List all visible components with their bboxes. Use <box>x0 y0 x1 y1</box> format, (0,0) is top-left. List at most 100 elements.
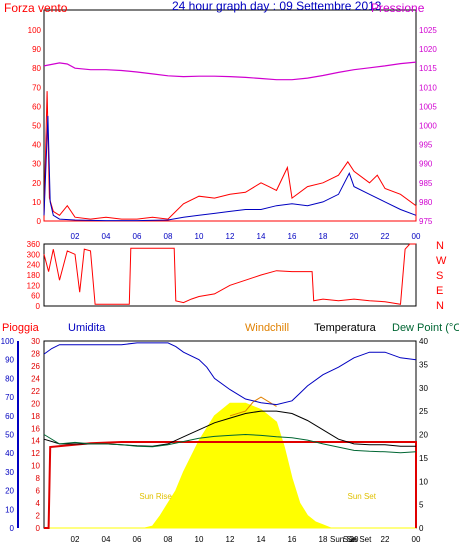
x-tick-label: 16 <box>288 535 297 544</box>
humidity-axis-tick: 30 <box>5 468 14 477</box>
rain-axis-tick: 0 <box>36 524 41 533</box>
pressure-axis-tick: 1000 <box>419 122 437 131</box>
compass-label: S <box>436 270 443 282</box>
dewpoint-series <box>43 433 417 454</box>
direction-axis-tick: 240 <box>27 261 41 270</box>
pressure-axis-tick: 980 <box>419 198 433 207</box>
wind-axis-tick: 30 <box>32 160 41 169</box>
wind-axis-tick: 70 <box>32 83 41 92</box>
sunset-annotation: Sun Set <box>348 492 377 501</box>
temperature-axis-tick: 40 <box>419 337 428 346</box>
wind-axis-tick: 80 <box>32 64 41 73</box>
compass-label: W <box>436 255 447 267</box>
x-tick-label: 02 <box>71 232 80 241</box>
humidity-label: Umidita <box>68 322 106 334</box>
humidity-axis-tick: 50 <box>5 431 14 440</box>
pressure-axis-tick: 990 <box>419 160 433 169</box>
humidity-series <box>43 342 417 406</box>
rain-axis-tick: 2 <box>36 512 41 521</box>
temperature-axis-tick: 10 <box>419 477 428 486</box>
pressure-axis-tick: 1005 <box>419 102 437 111</box>
wind-average-series <box>43 115 417 222</box>
humidity-axis-tick: 100 <box>1 337 15 346</box>
x-tick-label: 06 <box>133 232 142 241</box>
temperature-axis-tick: 30 <box>419 384 428 393</box>
x-tick-label: 06 <box>133 535 142 544</box>
x-tick-label: 14 <box>257 232 266 241</box>
windchill-label: Windchill <box>245 322 289 334</box>
temperature-axis-tick: 0 <box>419 524 424 533</box>
rain-axis-tick: 10 <box>31 462 40 471</box>
wind-axis-tick: 60 <box>32 102 41 111</box>
dewpoint-label: Dew Point (°C <box>392 322 459 334</box>
humidity-axis-tick: 10 <box>5 505 14 514</box>
x-tick-label: 04 <box>102 232 111 241</box>
humidity-axis-tick: 40 <box>5 449 14 458</box>
temperature-axis-tick: 15 <box>419 454 428 463</box>
wind-axis-tick: 40 <box>32 141 41 150</box>
chart-title: 24 hour graph day : 09 Settembre 2013 <box>172 0 382 13</box>
direction-axis-tick: 300 <box>27 250 41 259</box>
x-tick-label: 20 <box>350 232 359 241</box>
x-tick-label: 14 <box>257 535 266 544</box>
x-tick-label: 22 <box>381 535 390 544</box>
x-tick-label: 18 <box>319 535 328 544</box>
rain-axis-tick: 4 <box>36 499 41 508</box>
pressure-axis-tick: 995 <box>419 141 433 150</box>
x-tick-label: 00 <box>412 535 421 544</box>
rain-axis-tick: 8 <box>36 474 41 483</box>
temperature-axis-tick: 25 <box>419 407 428 416</box>
rain-axis-tick: 6 <box>36 487 41 496</box>
wind-axis-tick: 100 <box>28 26 42 35</box>
pressure-axis-tick: 1025 <box>419 26 437 35</box>
direction-axis-tick: 360 <box>27 240 41 249</box>
wind-axis-tick: 0 <box>37 217 42 226</box>
humidity-axis-tick: 90 <box>5 356 14 365</box>
wind-label: Forza vento <box>4 1 68 15</box>
compass-label: N <box>436 240 444 252</box>
humidity-axis-tick: 80 <box>5 374 14 383</box>
rain-axis-tick: 22 <box>31 387 40 396</box>
sunset-annotation-axis: Sun Set <box>343 535 372 544</box>
temperature-axis-tick: 35 <box>419 360 428 369</box>
x-tick-label: 10 <box>195 535 204 544</box>
pressure-axis-tick: 1015 <box>419 64 437 73</box>
direction-axis-tick: 60 <box>31 292 40 301</box>
pressure-label: Pressione <box>371 1 425 15</box>
wind-direction-series <box>43 243 416 305</box>
pressure-axis-tick: 1010 <box>419 83 437 92</box>
x-tick-label: 12 <box>226 535 235 544</box>
direction-axis-tick: 0 <box>36 302 41 311</box>
x-tick-label: 18 <box>319 232 328 241</box>
temperature-axis-tick: 5 <box>419 501 424 510</box>
wind-direction-plot-frame <box>43 243 417 307</box>
humidity-axis-tick: 60 <box>5 412 14 421</box>
x-tick-label: 04 <box>102 535 111 544</box>
compass-label: N <box>436 300 444 312</box>
solar-radiation-area <box>44 402 416 529</box>
rain-axis-tick: 16 <box>31 424 40 433</box>
wind-axis-tick: 50 <box>32 122 41 131</box>
pressure-axis-tick: 975 <box>419 217 433 226</box>
humidity-axis-tick: 0 <box>10 524 15 533</box>
x-tick-label: 08 <box>164 232 173 241</box>
rain-axis-tick: 18 <box>31 412 40 421</box>
pressure-axis-tick: 1020 <box>419 45 437 54</box>
rain-axis-tick: 12 <box>31 449 40 458</box>
humidity-axis-tick: 20 <box>5 487 14 496</box>
rain-axis-tick: 14 <box>31 437 40 446</box>
rain-axis-tick: 30 <box>31 337 40 346</box>
x-tick-label: 10 <box>195 232 204 241</box>
sunset-annotation-axis: Sun Se <box>330 535 357 544</box>
temperature-label: Temperatura <box>314 322 377 334</box>
sunrise-annotation: Sun Rise <box>139 492 172 501</box>
rain-axis-tick: 28 <box>31 349 40 358</box>
direction-axis-tick: 120 <box>27 281 41 290</box>
pressure-series <box>43 61 417 81</box>
x-tick-label: 12 <box>226 232 235 241</box>
x-tick-label: 16 <box>288 232 297 241</box>
rain-label: Pioggia <box>2 322 40 334</box>
wind-axis-tick: 90 <box>32 45 41 54</box>
x-tick-label: 20 <box>350 535 359 544</box>
